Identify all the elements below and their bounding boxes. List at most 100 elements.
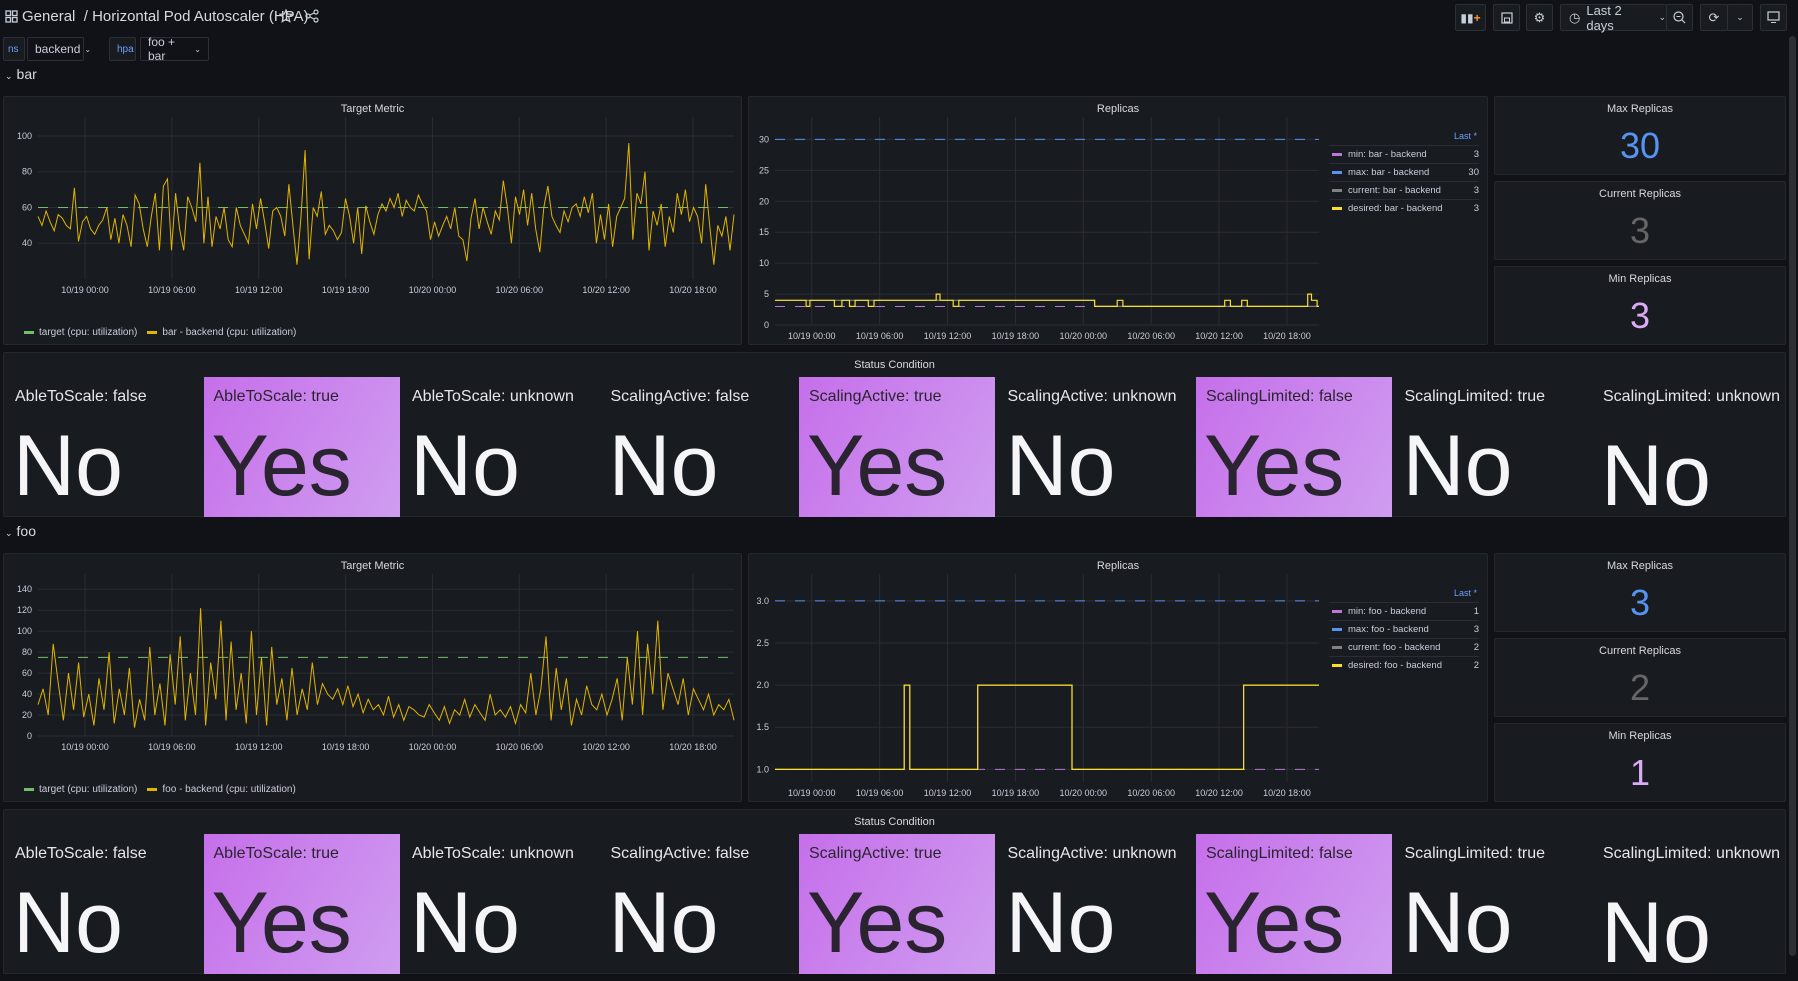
status-cell: AbleToScale: true Yes	[203, 377, 400, 517]
x-tick-label: 10/19 06:00	[148, 742, 196, 752]
status-cell: AbleToScale: unknown No	[402, 834, 598, 974]
chevron-down-icon: ⌄	[1658, 12, 1666, 22]
status-cell-label: AbleToScale: true	[213, 388, 339, 405]
legend-last-value: 1	[1473, 606, 1479, 617]
legend-row[interactable]: min: foo - backend 1	[1329, 602, 1479, 620]
x-tick-label: 10/20 12:00	[1195, 788, 1243, 798]
y-tick-label: 0	[27, 731, 32, 741]
y-tick-label: 20	[759, 196, 769, 206]
time-range-picker[interactable]: ◷ Last 2 days ⌄	[1560, 3, 1667, 33]
x-tick-label: 10/19 12:00	[924, 788, 972, 798]
target-metric-panel[interactable]: Target Metric 0 20 40 60 80 100 120 140 10/19 00:…	[3, 553, 742, 802]
status-cell: ScalingLimited: true No	[1395, 834, 1591, 974]
status-cell-label: AbleToScale: unknown	[412, 845, 574, 862]
legend-swatch	[24, 330, 34, 334]
stat-panel-current-replicas[interactable]: Current Replicas 2	[1494, 638, 1786, 717]
settings-button[interactable]: ⚙	[1526, 4, 1553, 31]
status-cell: AbleToScale: false No	[5, 834, 201, 974]
x-tick-label: 10/19 12:00	[924, 331, 972, 341]
panel-title: Status Condition	[854, 816, 935, 828]
stat-panel-min-replicas[interactable]: Min Replicas 3	[1494, 266, 1786, 345]
stat-panel-min-replicas[interactable]: Min Replicas 1	[1494, 723, 1786, 802]
legend-row[interactable]: max: foo - backend 3	[1329, 620, 1479, 638]
legend-swatch	[1332, 207, 1342, 210]
status-cell-value: No	[1402, 875, 1513, 971]
breadcrumb: General / Horizontal Pod Autoscaler (HPA…	[22, 8, 309, 25]
stat-panel-max-replicas[interactable]: Max Replicas 3	[1494, 553, 1786, 632]
status-cell-value: No	[13, 418, 123, 514]
variable-select-ns[interactable]: backend ⌄	[27, 37, 91, 61]
add-panel-button[interactable]: ▮▮+	[1455, 4, 1486, 31]
legend-label: foo - backend (cpu: utilization)	[162, 784, 296, 795]
stat-panel-max-replicas[interactable]: Max Replicas 30	[1494, 96, 1786, 175]
legend-row[interactable]: desired: bar - backend 3	[1329, 199, 1479, 217]
x-tick-label: 10/20 12:00	[582, 742, 630, 752]
legend-item[interactable]: bar - backend (cpu: utilization)	[147, 327, 296, 338]
breadcrumb-folder[interactable]: General	[22, 8, 76, 25]
legend-row[interactable]: min: bar - backend 3	[1329, 145, 1479, 163]
x-tick-label: 10/19 18:00	[322, 285, 370, 295]
stat-value: 30	[1619, 125, 1661, 166]
legend-label: desired: foo - backend	[1348, 660, 1443, 671]
status-cell: ScalingActive: unknown No	[998, 834, 1194, 974]
status-cell-value: No	[608, 418, 719, 514]
legend-swatch	[1332, 664, 1342, 667]
stat-value: 1	[1629, 752, 1651, 793]
status-cell-label: ScalingActive: unknown	[1007, 388, 1177, 405]
save-button[interactable]	[1493, 4, 1520, 31]
status-cell: ScalingActive: unknown No	[998, 377, 1194, 517]
x-tick-label: 10/19 06:00	[856, 331, 904, 341]
dashboard-header: General / Horizontal Pod Autoscaler (HPA…	[0, 0, 1798, 34]
legend-item[interactable]: foo - backend (cpu: utilization)	[147, 784, 296, 795]
x-tick-label: 10/20 00:00	[1060, 331, 1108, 341]
legend-label: min: foo - backend	[1348, 606, 1427, 617]
refresh-button[interactable]: ⟳	[1700, 4, 1728, 31]
status-cell-value: Yes	[1204, 875, 1345, 971]
stat-panel-current-replicas[interactable]: Current Replicas 3	[1494, 181, 1786, 260]
legend-sort-header[interactable]: Last *	[1453, 131, 1477, 141]
x-tick-label: 10/19 06:00	[148, 285, 196, 295]
replicas-panel[interactable]: Replicas 1.0 1.5 2.0 2.5 3.0 10/19 00:00 10/19 …	[748, 553, 1488, 802]
status-cell-label: AbleToScale: unknown	[412, 388, 574, 405]
status-condition-panel[interactable]: Status Condition AbleToScale: false No Able…	[3, 809, 1789, 976]
status-cell: AbleToScale: true Yes	[203, 834, 400, 974]
status-cell: ScalingLimited: true No	[1395, 377, 1591, 517]
legend-swatch	[147, 787, 158, 791]
status-cell-value: Yes	[807, 418, 948, 514]
legend-swatch	[1332, 628, 1342, 631]
clock-icon: ◷	[1569, 9, 1581, 25]
zoom-out-button[interactable]	[1666, 4, 1693, 31]
y-tick-label: 20	[22, 710, 32, 720]
y-tick-label: 80	[22, 167, 32, 177]
row-header-bar[interactable]: ⌄ bar	[5, 66, 37, 82]
legend-row[interactable]: max: bar - backend 30	[1329, 163, 1479, 181]
variable-value: backend	[35, 42, 81, 56]
legend-row[interactable]: current: foo - backend 2	[1329, 638, 1479, 656]
panel-title: Replicas	[1096, 560, 1140, 572]
grid-icon[interactable]	[5, 10, 18, 23]
status-cell-label: ScalingActive: false	[610, 388, 750, 405]
legend-item[interactable]: target (cpu: utilization)	[24, 784, 137, 795]
legend-row[interactable]: desired: foo - backend 2	[1329, 656, 1479, 674]
tv-mode-button[interactable]	[1760, 4, 1787, 31]
status-cell-label: ScalingLimited: false	[1206, 388, 1353, 405]
status-cell: ScalingLimited: unknown No	[1593, 834, 1789, 976]
refresh-interval-dropdown[interactable]: ⌄	[1727, 4, 1753, 31]
variable-select-hpa[interactable]: foo + bar ⌄	[140, 35, 209, 63]
status-condition-panel[interactable]: Status Condition AbleToScale: false No Able…	[3, 352, 1786, 524]
scrollbar[interactable]	[1789, 36, 1796, 956]
legend-item[interactable]: target (cpu: utilization)	[24, 327, 137, 338]
target-metric-panel[interactable]: Target Metric 40 60 80 100 10/19 00:00 10/19 0…	[3, 96, 742, 345]
variable-label-hpa: hpa	[109, 37, 136, 61]
legend-label: target (cpu: utilization)	[39, 784, 138, 795]
page-title[interactable]: Horizontal Pod Autoscaler (HPA)	[92, 8, 309, 25]
replicas-panel[interactable]: Replicas 0 5 10 15 20 25 30 10/19 00:00 10/19 06:…	[748, 96, 1488, 345]
status-cell-label: ScalingLimited: unknown	[1603, 845, 1780, 862]
legend-sort-header[interactable]: Last *	[1453, 588, 1477, 598]
legend-row[interactable]: current: bar - backend 3	[1329, 181, 1479, 199]
share-icon[interactable]	[305, 9, 319, 23]
status-cell-value: No	[1601, 428, 1711, 524]
row-header-foo[interactable]: ⌄ foo	[5, 523, 36, 539]
star-icon[interactable]	[279, 9, 293, 23]
legend-last-value: 30	[1468, 167, 1479, 178]
